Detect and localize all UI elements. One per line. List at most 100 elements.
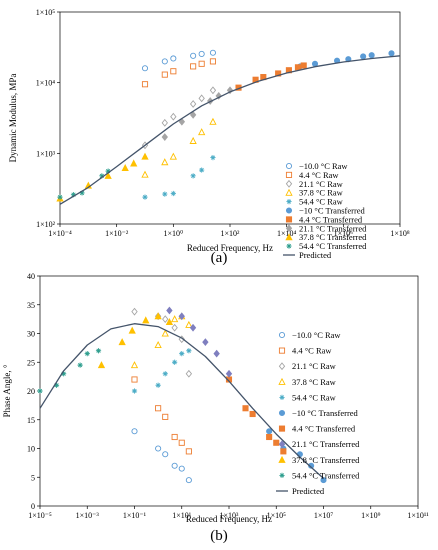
series-1 bbox=[141, 58, 216, 88]
data-point bbox=[185, 448, 192, 455]
data-point bbox=[170, 55, 177, 62]
legend-entry: 21.1 °C Raw bbox=[292, 361, 337, 371]
data-point bbox=[273, 439, 280, 446]
legend-marker bbox=[285, 216, 293, 223]
legend-marker bbox=[285, 188, 293, 196]
x-tick-label: 1×10⁵ bbox=[267, 511, 287, 520]
legend-marker bbox=[279, 472, 285, 478]
data-point bbox=[161, 329, 169, 337]
legend-marker bbox=[285, 207, 293, 214]
legend-entry: 54.4 °C Transferred bbox=[299, 241, 367, 251]
data-point bbox=[95, 348, 102, 354]
data-point bbox=[242, 405, 249, 412]
data-point bbox=[189, 100, 197, 108]
x-tick-label: 1×10³ bbox=[220, 511, 240, 520]
series-0 bbox=[131, 428, 192, 484]
data-point bbox=[131, 428, 138, 435]
data-point bbox=[185, 369, 193, 378]
data-point bbox=[154, 312, 162, 320]
data-point bbox=[131, 388, 138, 394]
x-tick-label: 1×10⁶ bbox=[334, 229, 354, 238]
legend-marker bbox=[278, 377, 286, 385]
legend-marker bbox=[278, 440, 286, 449]
data-point bbox=[141, 152, 149, 160]
legend-entry: −10.0 °C Raw bbox=[292, 330, 341, 340]
data-point bbox=[210, 155, 216, 161]
series-3 bbox=[141, 117, 217, 178]
legend-marker bbox=[278, 362, 286, 371]
data-point bbox=[84, 351, 90, 357]
chart-panel-a: 1×10⁻⁴ 1×10⁻² 1×10⁰ 1×10² 1×10⁴ 1×10⁶ 1×10⁸ 1×1… bbox=[8, 8, 410, 266]
data-point bbox=[388, 50, 395, 57]
y-tick-label: 40 bbox=[27, 272, 35, 281]
data-point bbox=[198, 50, 205, 57]
legend-entry: −10 °C Transferred bbox=[299, 206, 366, 216]
data-point bbox=[154, 341, 162, 349]
legend-entry: 37.8 °C Raw bbox=[292, 377, 337, 387]
data-point bbox=[189, 323, 197, 332]
legend-entry: 21.1 °C Raw bbox=[299, 179, 344, 189]
data-point bbox=[130, 361, 139, 369]
legend-entry: Predicted bbox=[299, 250, 332, 260]
y-axis-label: Dynamic Modulus, MPa bbox=[8, 74, 18, 163]
data-point bbox=[155, 405, 162, 412]
legend-entry: −10.0 °C Raw bbox=[299, 161, 348, 171]
series-4 bbox=[131, 348, 192, 394]
y-tick-label: 35 bbox=[27, 301, 35, 310]
data-point bbox=[198, 94, 205, 103]
data-point bbox=[190, 173, 196, 179]
data-point bbox=[162, 191, 168, 197]
data-point bbox=[368, 52, 375, 59]
data-point bbox=[199, 167, 205, 173]
x-tick-label: 1×10⁻⁴ bbox=[48, 229, 72, 238]
legend-marker bbox=[286, 199, 292, 205]
series-6 bbox=[225, 376, 287, 455]
y-tick-label: 1×10² bbox=[36, 220, 56, 229]
legend-entry: 4.4 °C Transferred bbox=[299, 214, 363, 224]
series-7 bbox=[166, 306, 233, 378]
data-point bbox=[37, 388, 43, 394]
legend-entry: 37.8 °C Transferred bbox=[299, 232, 367, 242]
data-point bbox=[190, 63, 197, 70]
y-tick-label: 25 bbox=[27, 358, 35, 367]
data-point bbox=[300, 62, 307, 69]
data-point bbox=[77, 362, 83, 368]
y-axis-label: Phase Angle, ° bbox=[2, 364, 12, 417]
data-point bbox=[249, 410, 256, 418]
y-tick-label: 0 bbox=[31, 502, 35, 511]
data-point bbox=[170, 315, 179, 323]
data-point bbox=[70, 192, 77, 198]
data-point bbox=[166, 306, 173, 315]
x-tick-label: 1×10⁹ bbox=[361, 511, 381, 520]
data-point bbox=[189, 110, 197, 119]
data-point bbox=[79, 190, 85, 196]
legend: −10.0 °C Raw 4.4 °C Raw 21.1 °C Raw 37.8 °C… bbox=[276, 330, 360, 496]
data-point bbox=[185, 320, 193, 328]
data-point bbox=[266, 433, 273, 441]
data-point bbox=[178, 117, 186, 126]
x-tick-label: 1×10⁻¹ bbox=[123, 511, 147, 520]
series-6 bbox=[235, 62, 307, 91]
data-point bbox=[162, 413, 169, 420]
legend-entry: 4.4 °C Raw bbox=[292, 346, 332, 356]
chart-panel-b: 1×10⁻⁵ 1×10⁻³ 1×10⁻¹ 1×10¹ 1×10³ 1×10⁵ 1×10⁷ 1×… bbox=[2, 272, 429, 544]
data-point bbox=[169, 152, 177, 160]
series-8 bbox=[56, 152, 149, 202]
data-point bbox=[161, 158, 169, 166]
data-point bbox=[99, 173, 105, 179]
data-point bbox=[142, 194, 148, 200]
data-point bbox=[141, 65, 149, 72]
x-tick-label: 1×10⁻² bbox=[105, 229, 129, 238]
x-tick-label: 1×10⁸ bbox=[390, 229, 410, 238]
data-point bbox=[266, 428, 273, 435]
data-point bbox=[57, 194, 63, 200]
x-axis-label: Reduced Frequency, Hz bbox=[187, 243, 273, 253]
legend-marker bbox=[278, 347, 286, 354]
legend-marker bbox=[285, 233, 293, 241]
legend-marker bbox=[285, 224, 293, 233]
data-point bbox=[209, 49, 216, 56]
data-point bbox=[170, 68, 177, 75]
data-point bbox=[141, 81, 149, 88]
legend-marker bbox=[278, 331, 286, 339]
